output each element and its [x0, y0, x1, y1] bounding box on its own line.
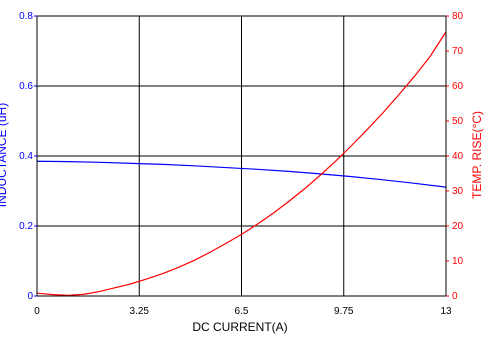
- x-tick-label: 3.25: [130, 306, 150, 317]
- right-y-tick-label: 60: [452, 81, 464, 92]
- left-y-tick-label: 0.2: [19, 221, 33, 232]
- right-y-tick-label: 80: [452, 11, 464, 22]
- x-tick-label: 13: [440, 306, 452, 317]
- temp-rise-line: [36, 31, 447, 296]
- x-tick-label: 6.5: [235, 306, 249, 317]
- x-tick-label: 0: [34, 306, 40, 317]
- x-axis-label: DC CURRENT(A): [192, 320, 287, 334]
- right-y-tick-label: 10: [452, 256, 464, 267]
- grid-lines: [37, 16, 446, 296]
- left-y-tick-label: 0.4: [19, 151, 33, 162]
- right-y-tick-label: 50: [452, 116, 464, 127]
- right-y-axis-label: TEMP. RISE(°C): [470, 111, 484, 199]
- tick-labels: 0 3.25 6.5 9.75 1300.20.40.60.80102030405060…: [19, 11, 463, 317]
- right-y-tick-label: 0: [452, 291, 458, 302]
- left-y-tick-label: 0: [27, 291, 33, 302]
- right-y-tick-label: 70: [452, 46, 464, 57]
- left-y-tick-label: 0.6: [19, 81, 33, 92]
- left-y-axis-label: INDUCTANCE (uH): [0, 103, 9, 207]
- right-y-tick-label: 30: [452, 186, 464, 197]
- inductance-line: [36, 160, 447, 188]
- right-y-tick-label: 20: [452, 221, 464, 232]
- series-lines: [36, 31, 447, 296]
- right-y-tick-label: 40: [452, 151, 464, 162]
- left-y-tick-label: 0.8: [19, 11, 33, 22]
- x-tick-label: 9.75: [334, 306, 354, 317]
